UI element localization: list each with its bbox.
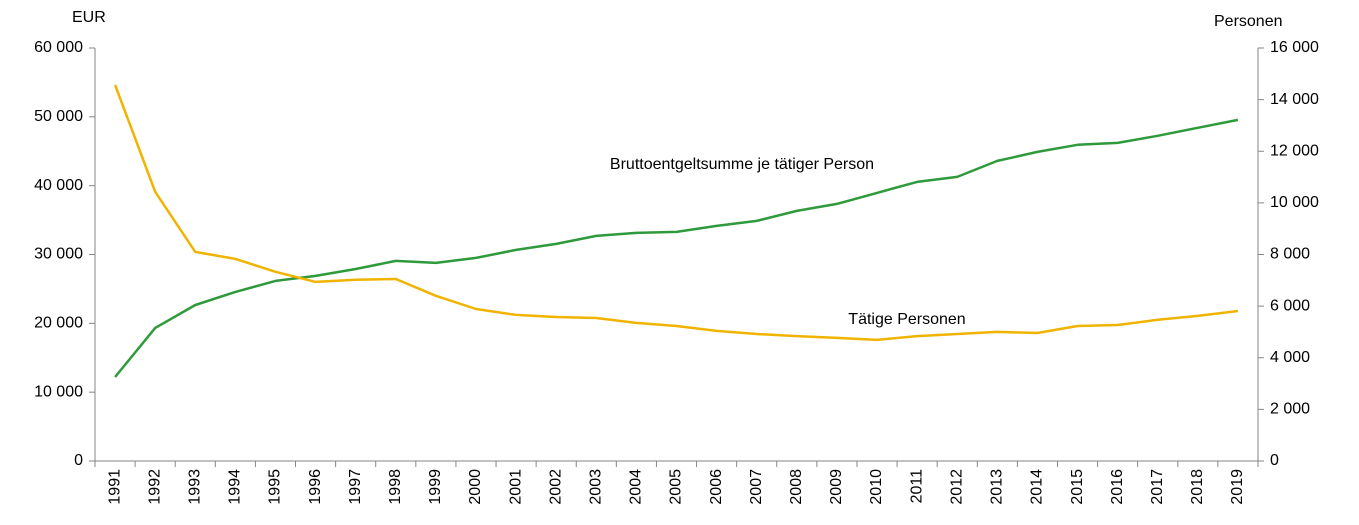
x-tick-label: 1992	[146, 469, 163, 505]
x-tick-label: 2001	[507, 469, 524, 505]
y2-tick-label: 10 000	[1270, 194, 1319, 211]
x-tick-label: 1999	[427, 469, 444, 505]
x-tick-label: 2011	[908, 469, 925, 504]
series-line	[115, 85, 1238, 340]
x-tick-label: 1998	[387, 469, 404, 505]
y2-tick-label: 12 000	[1270, 142, 1319, 159]
chart: EUR Personen 0 10 000 20 000 30 000 40 000 50…	[0, 0, 1359, 525]
x-tick-label: 2014	[1029, 469, 1046, 505]
x-tick-label: 2016	[1109, 469, 1126, 505]
x-tick-label: 2002	[547, 469, 564, 505]
y2-tick-label: 6 000	[1270, 297, 1310, 314]
x-tick-label: 2018	[1189, 469, 1206, 505]
x-tick-label: 2015	[1069, 469, 1086, 505]
x-tick-label: 1991	[106, 469, 123, 505]
y-tick-label: 0	[74, 452, 83, 469]
x-tick-label: 2003	[588, 469, 605, 505]
y2-tick-label: 0	[1270, 452, 1279, 469]
x-tick-label: 2010	[868, 469, 885, 505]
x-tick-label: 1994	[227, 469, 244, 505]
y2-tick-label: 2 000	[1270, 401, 1310, 418]
y-tick-label: 10 000	[34, 383, 83, 400]
x-tick-label: 2004	[628, 469, 645, 505]
x-tick-label: 1993	[186, 469, 203, 505]
y2-tick-label: 16 000	[1270, 39, 1319, 56]
x-tick-label: 2008	[788, 469, 805, 505]
x-tick-label: 2009	[828, 469, 845, 505]
x-tick-label: 2007	[748, 469, 765, 505]
series-label: Tätige Personen	[848, 311, 965, 328]
x-tick-label: 2006	[708, 469, 725, 505]
y-tick-label: 50 000	[34, 108, 83, 125]
y-tick-label: 30 000	[34, 246, 83, 263]
x-tick-label: 1997	[347, 469, 364, 505]
y2-tick-label: 8 000	[1270, 246, 1310, 263]
x-tick-label: 1996	[307, 469, 324, 505]
y-tick-label: 60 000	[34, 39, 83, 56]
y2-tick-label: 14 000	[1270, 91, 1319, 108]
x-tick-label: 2019	[1229, 469, 1246, 505]
series-label: Bruttoentgeltsumme je tätiger Person	[610, 156, 874, 173]
y-tick-label: 40 000	[34, 177, 83, 194]
x-tick-label: 2005	[668, 469, 685, 505]
x-tick-label: 2013	[989, 469, 1006, 505]
y-tick-label: 20 000	[34, 315, 83, 332]
y-axis-label: EUR	[72, 9, 106, 26]
x-tick-label: 1995	[267, 469, 284, 505]
x-tick-label: 2012	[948, 469, 965, 505]
x-tick-label: 2017	[1149, 469, 1166, 505]
x-tick-label: 2000	[467, 469, 484, 505]
y2-tick-label: 4 000	[1270, 349, 1310, 366]
y2-axis-label: Personen	[1214, 13, 1283, 30]
